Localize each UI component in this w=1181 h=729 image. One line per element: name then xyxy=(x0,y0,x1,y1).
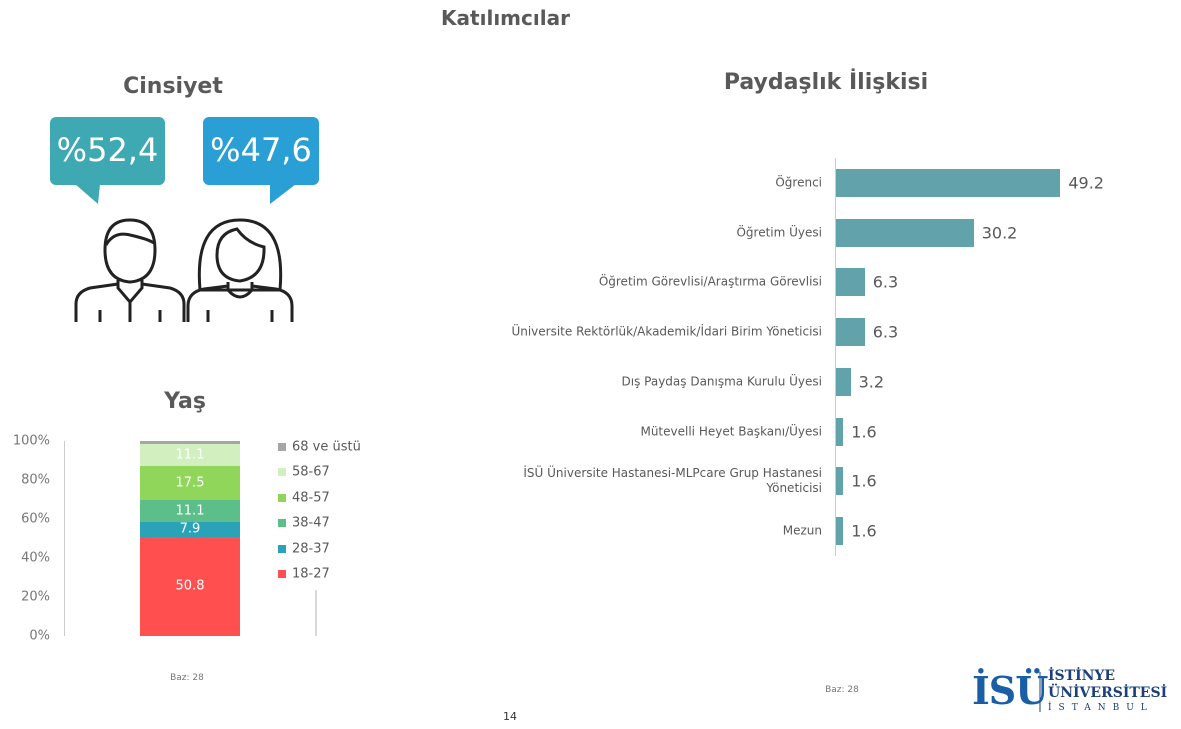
y-tick-label: 60% xyxy=(21,511,50,527)
gender-title: Cinsiyet xyxy=(123,74,223,99)
chart-title: Paydaşlık İlişkisi xyxy=(723,70,929,95)
category-label: Öğretim Görevlisi/Araştırma Görevlisi xyxy=(598,274,822,289)
legend-label: 58-67 xyxy=(292,464,330,480)
legend-swatch xyxy=(278,493,286,502)
bar xyxy=(836,318,865,347)
bar-segment xyxy=(140,441,240,445)
page-number: 14 xyxy=(503,710,517,723)
male-share: %52,4 xyxy=(56,131,159,169)
legend-swatch xyxy=(278,519,286,528)
data-label: 7.9 xyxy=(179,521,201,537)
male-bubble xyxy=(50,117,165,185)
data-label: 3.2 xyxy=(858,372,885,392)
chart-title: Yaş xyxy=(164,389,206,414)
y-tick-label: 0% xyxy=(29,628,50,644)
category-label: Üniversite Rektörlük/Akademik/İdari Biri… xyxy=(511,324,822,339)
category-label: İSÜ Üniversite Hastanesi-MLPcare Grup Ha… xyxy=(523,466,822,496)
bar-segment xyxy=(140,521,240,537)
category-label: Öğrenci xyxy=(775,175,822,190)
logo-text: İSTANBUL xyxy=(1048,703,1154,713)
bar xyxy=(836,367,851,396)
data-label: 49.2 xyxy=(1068,173,1104,193)
bubble-tail xyxy=(75,184,100,204)
data-label: 17.5 xyxy=(175,475,205,491)
base-note: Baz: 28 xyxy=(170,673,204,683)
logo-text: ÜNİVERSİTESİ xyxy=(1048,685,1168,701)
bar xyxy=(836,516,844,545)
y-axis xyxy=(64,441,65,636)
data-label: 11.1 xyxy=(175,447,205,463)
data-label: 6.3 xyxy=(872,322,899,342)
base-note: Baz: 28 xyxy=(825,685,859,695)
female-share: %47,6 xyxy=(210,131,312,169)
legend-label: 38-47 xyxy=(292,515,330,531)
legend-label: 48-57 xyxy=(292,490,330,506)
data-label: 30.2 xyxy=(981,223,1018,243)
y-tick-label: 100% xyxy=(12,433,50,449)
bar xyxy=(836,218,974,247)
y-tick-label: 40% xyxy=(21,550,50,566)
bar-segment xyxy=(140,536,240,636)
category-label: Mütevelli Heyet Başkanı/Üyesi xyxy=(640,424,822,438)
female-icon xyxy=(186,218,294,322)
legend-swatch xyxy=(278,570,286,578)
data-label: 50.8 xyxy=(175,578,205,594)
legend-label: 68 ve üstü xyxy=(292,439,361,455)
bubble-tail xyxy=(270,184,296,204)
legend-label: 28-37 xyxy=(292,541,330,557)
data-label: 1.6 xyxy=(851,471,877,491)
bar-segment xyxy=(140,465,240,500)
legend-label: 18-27 xyxy=(292,566,330,582)
bar-segment xyxy=(140,499,240,522)
data-label: 11.1 xyxy=(175,503,205,519)
male-icon xyxy=(74,218,186,322)
category-label: Dış Paydaş Danışma Kurulu Üyesi xyxy=(621,374,823,389)
category-label: Öğretim Üyesi xyxy=(736,225,822,240)
data-label: 1.6 xyxy=(851,521,877,541)
legend-swatch xyxy=(278,544,286,553)
data-label: 1.6 xyxy=(851,422,877,441)
female-bubble xyxy=(203,117,319,185)
bar xyxy=(836,169,1061,197)
y-axis xyxy=(835,158,836,556)
bar xyxy=(836,467,844,496)
bar xyxy=(836,268,865,297)
legend-swatch xyxy=(278,443,286,451)
y-tick-label: 20% xyxy=(21,589,50,605)
legend-swatch xyxy=(278,468,286,477)
bar xyxy=(836,417,844,446)
page-title: Katılımcılar xyxy=(441,6,570,30)
logo-mark: İSÜ xyxy=(972,668,1048,713)
bar-segment xyxy=(140,444,240,466)
y-tick-label: 80% xyxy=(21,472,50,488)
category-label: Mezun xyxy=(782,523,822,538)
logo-text: İSTİNYE xyxy=(1048,668,1116,684)
data-label: 6.3 xyxy=(872,272,899,292)
